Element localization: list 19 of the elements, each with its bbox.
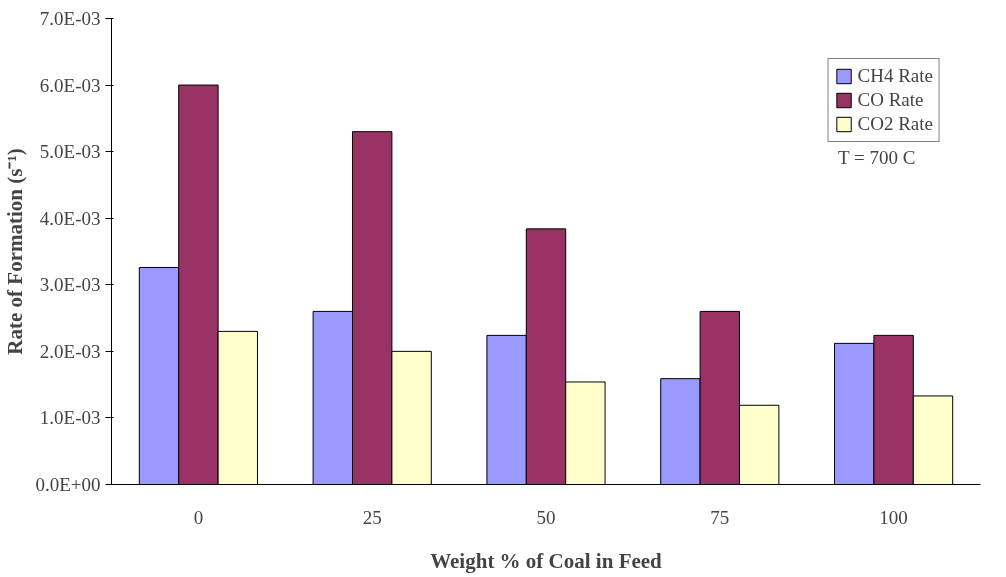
y-tick-label: 3.0E-03 <box>39 274 101 296</box>
x-tick-label: 50 <box>536 506 556 528</box>
x-tick-label: 25 <box>362 506 382 528</box>
annotation: T = 700 C <box>837 146 916 168</box>
x-axis-title: Weight % of Coal in Feed <box>430 548 663 573</box>
y-tick-label: 5.0E-03 <box>39 141 101 163</box>
legend-label: CH4 Rate <box>857 65 933 87</box>
y-tick-label: 0.0E+00 <box>35 474 101 495</box>
x-tick-label: 100 <box>879 506 908 528</box>
y-tick-label: 6.0E-03 <box>39 74 101 96</box>
y-tick-label: 2.0E-03 <box>39 340 101 362</box>
legend-label: CO Rate <box>857 89 924 111</box>
y-tick-label: 7.0E-03 <box>39 8 101 29</box>
y-axis-title: Rate of Formation (s⁻¹) <box>3 148 28 355</box>
y-tick-label: 1.0E-03 <box>39 407 101 429</box>
y-tick-label: 4.0E-03 <box>39 207 101 229</box>
legend-label: CO2 Rate <box>857 113 933 135</box>
x-tick-label: 75 <box>710 506 730 528</box>
x-tick-label: 0 <box>193 506 204 528</box>
